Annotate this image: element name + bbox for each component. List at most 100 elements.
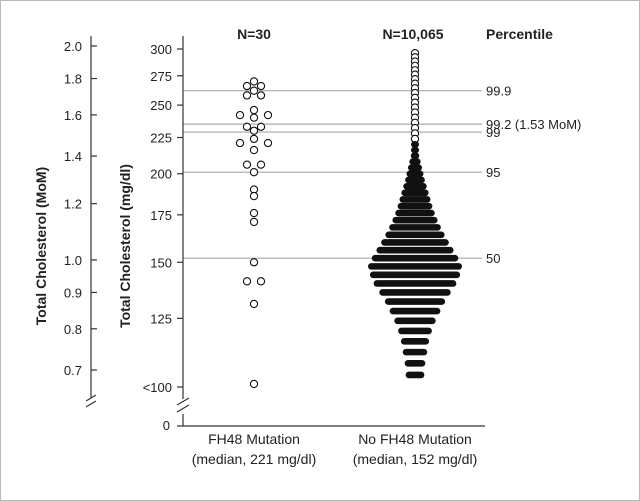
mgdl-tick-label: <100	[143, 380, 172, 395]
fh48-point	[263, 110, 273, 120]
fh48-point	[256, 160, 266, 169]
y-axis-mom-title: Total Cholesterol (MoM)	[33, 167, 49, 325]
y-axis-mgdl-title: Total Cholesterol (mg/dl)	[117, 164, 133, 328]
mom-tick-label: 0.8	[64, 322, 82, 337]
percentile-label: 99.2 (1.53 MoM)	[486, 117, 581, 132]
mom-tick-label: 1.6	[64, 108, 82, 123]
fh48-point	[249, 134, 259, 144]
mom-tick-label: 1.4	[64, 149, 82, 164]
no-fh48-distribution-bar	[379, 289, 451, 296]
zero-tick-label: 0	[163, 418, 170, 433]
no-fh48-distribution-bar	[411, 146, 419, 154]
fh48-point	[249, 299, 259, 309]
fh48-point	[242, 91, 252, 100]
no-fh48-distribution-bar	[406, 170, 424, 178]
mgdl-tick-label: 300	[150, 42, 172, 57]
mgdl-axis-break	[176, 404, 190, 413]
mom-tick-label: 0.7	[64, 363, 82, 378]
fh48-point	[256, 91, 266, 100]
no-fh48-distribution-bar	[402, 348, 428, 356]
no-fh48-distribution-bar	[404, 360, 426, 367]
no-fh48-distribution-bar	[400, 338, 430, 345]
no-fh48-distribution-bar	[398, 327, 432, 335]
fh48-point	[263, 138, 273, 148]
percentile-label: 99	[486, 125, 500, 140]
mom-tick-label: 1.0	[64, 253, 82, 268]
mgdl-axis-break	[176, 397, 190, 406]
mom-tick-label: 1.2	[64, 197, 82, 212]
no-fh48-distribution-bar	[389, 224, 441, 231]
fh48-point	[256, 277, 266, 286]
no-fh48-distribution-bar	[405, 176, 425, 184]
fh48-point	[256, 122, 266, 131]
mom-axis-break	[85, 400, 97, 408]
no-fh48-distribution-bar	[389, 307, 441, 315]
fh48-point	[249, 258, 259, 267]
mom-tick-label: 0.9	[64, 285, 82, 300]
data-marks	[235, 48, 462, 389]
percentile-header: Percentile	[486, 26, 553, 42]
no-fh48-distribution-bar	[399, 196, 431, 203]
axes: 2.0 1.8 1.6 1.4 1.2 1.0 0.9 0.8 0.7 300 275 250 225 2…	[64, 36, 485, 427]
fh48-point	[235, 138, 245, 148]
fh48-point	[249, 379, 259, 389]
fh48-point	[249, 168, 259, 177]
fh48-point	[242, 160, 252, 169]
percentile-lines: 99.9 99.2 (1.53 MoM)99 95 50	[183, 84, 581, 266]
category-label-fh48-line2: (median, 221 mg/dl)	[192, 451, 317, 467]
fh48-point	[242, 122, 252, 131]
no-fh48-distribution-bar	[376, 246, 454, 254]
no-fh48-distribution-bar	[395, 209, 435, 217]
fh48-point	[249, 191, 259, 201]
no-fh48-distribution-bar	[371, 254, 459, 262]
no-fh48-distribution-bar	[403, 183, 427, 190]
mgdl-tick-label: 200	[150, 167, 172, 182]
mom-tick-label: 2.0	[64, 39, 82, 54]
category-label-no-fh48-line1: No FH48 Mutation	[358, 431, 472, 447]
mgdl-tick-label: 175	[150, 208, 172, 223]
no-fh48-distribution-bar	[385, 231, 445, 239]
mgdl-tick-label: 225	[150, 131, 172, 146]
fh48-point	[235, 110, 245, 120]
fh48-point	[249, 217, 259, 227]
fh48-point	[242, 277, 252, 286]
fh48-point	[249, 208, 259, 218]
mom-tick-label: 1.8	[64, 72, 82, 87]
no-fh48-distribution-bar	[397, 202, 433, 210]
no-fh48-distribution-bar	[369, 271, 461, 279]
fh48-point	[249, 105, 259, 115]
no-fh48-distribution-bar	[405, 371, 425, 379]
no-fh48-distribution-bar	[407, 164, 423, 171]
mgdl-tick-label: 125	[150, 311, 172, 326]
percentile-label: 50	[486, 251, 500, 266]
n-label-no-fh48: N=10,065	[382, 26, 443, 42]
no-fh48-distribution-bar	[381, 239, 449, 246]
fh48-point	[256, 81, 266, 91]
category-label-no-fh48-line2: (median, 152 mg/dl)	[353, 451, 478, 467]
no-fh48-distribution-bar	[368, 263, 462, 270]
no-fh48-distribution-bar	[392, 216, 438, 224]
fh48-point	[249, 126, 259, 135]
no-fh48-distribution-bar	[384, 298, 446, 305]
no-fh48-distribution-bar	[373, 280, 457, 287]
fh48-point	[249, 77, 259, 86]
fh48-point	[249, 145, 259, 155]
percentile-label: 95	[486, 165, 500, 180]
no-fh48-distribution-bar	[409, 158, 421, 165]
no-fh48-distribution-bar	[410, 152, 420, 160]
fh48-point	[249, 113, 259, 122]
fh48-point	[249, 86, 259, 95]
n-label-fh48: N=30	[237, 26, 271, 42]
percentile-label: 99.9	[486, 84, 511, 99]
mom-axis-break	[85, 394, 97, 402]
mgdl-tick-label: 275	[150, 69, 172, 84]
no-fh48-distribution-bar	[394, 317, 436, 325]
mgdl-tick-label: 150	[150, 255, 172, 270]
fh48-point	[242, 81, 252, 91]
no-fh48-distribution-bar	[411, 141, 419, 148]
category-label-fh48-line1: FH48 Mutation	[208, 431, 300, 447]
no-fh48-distribution-bar	[401, 189, 429, 197]
mgdl-tick-label: 250	[150, 98, 172, 113]
